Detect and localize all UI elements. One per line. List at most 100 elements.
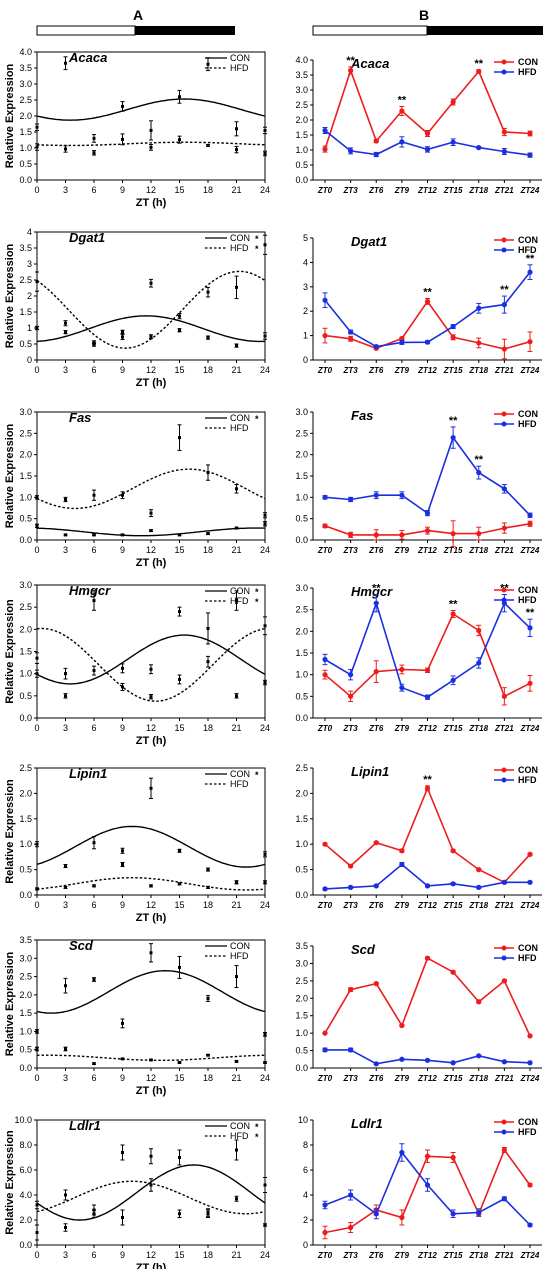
data-point-con — [501, 1147, 507, 1153]
gene-title: Fas — [351, 408, 373, 423]
legend-marker-con — [501, 767, 507, 773]
legend-significance-star: * — [255, 1122, 259, 1132]
data-point-con — [450, 848, 456, 854]
y-tick-label: 2.5 — [295, 763, 308, 773]
data-point-con — [399, 1022, 405, 1029]
x-tick-label: ZT15 — [443, 901, 463, 910]
data-point-con — [476, 999, 482, 1005]
chart-a-ldlr1: 0.0 2.0 4.0 6.0 8.0 10.0 0 3 6 9 12 15 18 21 24 ZT (h) R… — [4, 1115, 270, 1269]
x-tick-label: 24 — [260, 723, 270, 733]
y-tick-label: 0 — [303, 1240, 308, 1250]
x-tick-label: 24 — [260, 185, 270, 195]
data-point-con — [424, 528, 431, 534]
data-point-con — [121, 104, 124, 108]
light-phase-bar-a — [36, 25, 136, 36]
y-tick-label: 2.5 — [295, 428, 308, 438]
y-tick-label: 0.5 — [295, 865, 308, 875]
x-axis-label: ZT (h) — [136, 1085, 167, 1097]
x-tick-label: ZT0 — [317, 546, 333, 555]
gene-title: Ldlr1 — [351, 1116, 383, 1131]
y-tick-label: 2.0 — [19, 1215, 32, 1225]
x-tick-label: 3 — [63, 1073, 68, 1083]
chart-b-scd: 0.0 0.5 1.0 1.5 2.0 2.5 3.0 3.5 ZT0 ZT3 ZT6 ZT9 ZT12… — [295, 941, 542, 1083]
x-tick-label: 0 — [34, 545, 39, 555]
legend-label-con: CON — [518, 57, 538, 67]
data-point-con — [64, 330, 67, 334]
y-tick-label: 6.0 — [19, 1165, 32, 1175]
data-point-hfd — [450, 1060, 456, 1066]
y-axis-label: Relative Expression — [4, 243, 16, 348]
data-point-hfd — [149, 335, 153, 339]
x-tick-label: 18 — [203, 1073, 213, 1083]
x-tick-label: ZT6 — [368, 724, 384, 733]
y-tick-label: 1.5 — [295, 648, 308, 658]
y-tick-label: 0.0 — [295, 713, 308, 723]
cosinor-fit-hfd — [36, 468, 266, 510]
y-tick-label: 1.0 — [295, 492, 308, 502]
x-tick-label: 24 — [260, 545, 270, 555]
data-point-hfd — [373, 600, 379, 606]
x-tick-label: ZT21 — [494, 1074, 514, 1083]
data-point-hfd — [348, 148, 354, 154]
data-point-hfd — [424, 1057, 431, 1063]
data-point-hfd — [348, 329, 354, 335]
significance-mark: ** — [346, 55, 355, 67]
data-point-con — [322, 146, 328, 152]
y-tick-label: 2.0 — [19, 990, 32, 1000]
y-tick-label: 2.0 — [19, 450, 32, 460]
data-point-con — [476, 627, 482, 634]
x-tick-label: ZT3 — [343, 186, 359, 195]
data-point-con — [501, 978, 507, 984]
x-tick-label: 0 — [34, 900, 39, 910]
data-point-con — [149, 281, 153, 285]
data-point-con — [476, 867, 482, 873]
data-point-con — [178, 328, 181, 332]
data-point-con — [501, 693, 507, 699]
data-point-con — [399, 532, 405, 538]
data-point-con — [263, 334, 267, 338]
data-point-hfd — [263, 1223, 267, 1227]
data-point-hfd — [206, 290, 210, 294]
x-axis-label: ZT (h) — [136, 197, 167, 209]
data-point-con — [373, 840, 379, 846]
x-tick-label: ZT21 — [494, 901, 514, 910]
data-point-con — [424, 130, 431, 137]
x-tick-label: ZT24 — [520, 901, 540, 910]
significance-mark: ** — [372, 583, 381, 595]
x-axis-label: ZT (h) — [136, 377, 167, 389]
data-point-con — [235, 975, 238, 979]
x-tick-label: 18 — [203, 1250, 213, 1260]
y-tick-label: 2.0 — [295, 993, 308, 1003]
data-point-hfd — [373, 1211, 379, 1217]
data-point-con — [92, 136, 96, 140]
x-tick-label: ZT24 — [520, 366, 540, 375]
x-tick-label: 15 — [174, 900, 184, 910]
x-tick-label: 12 — [146, 365, 156, 375]
data-point-con — [476, 531, 482, 537]
data-point-hfd — [178, 677, 181, 681]
y-tick-label: 3.0 — [295, 85, 308, 95]
x-tick-label: 9 — [120, 723, 125, 733]
data-point-hfd — [92, 1212, 96, 1216]
data-point-hfd — [476, 305, 482, 311]
legend-marker-hfd — [501, 777, 507, 783]
x-tick-label: ZT24 — [520, 1074, 540, 1083]
data-point-hfd — [64, 672, 67, 676]
x-tick-label: 18 — [203, 545, 213, 555]
y-tick-label: 3 — [27, 259, 32, 269]
x-tick-label: ZT18 — [468, 901, 488, 910]
legend-significance-star: * — [255, 244, 259, 254]
y-tick-label: 1.0 — [19, 669, 32, 679]
y-tick-label: 2.5 — [295, 976, 308, 986]
y-tick-label: 1.5 — [19, 1008, 32, 1018]
data-point-hfd — [450, 323, 456, 330]
x-tick-label: ZT18 — [468, 546, 488, 555]
y-tick-label: 0.0 — [19, 1240, 32, 1250]
significance-mark: ** — [526, 607, 535, 619]
data-point-con — [206, 997, 210, 1001]
data-point-con — [348, 67, 354, 74]
x-tick-label: ZT3 — [343, 366, 359, 375]
x-tick-label: 6 — [91, 185, 96, 195]
x-tick-label: ZT18 — [468, 186, 488, 195]
legend-label-hfd: HFD — [518, 1127, 537, 1137]
